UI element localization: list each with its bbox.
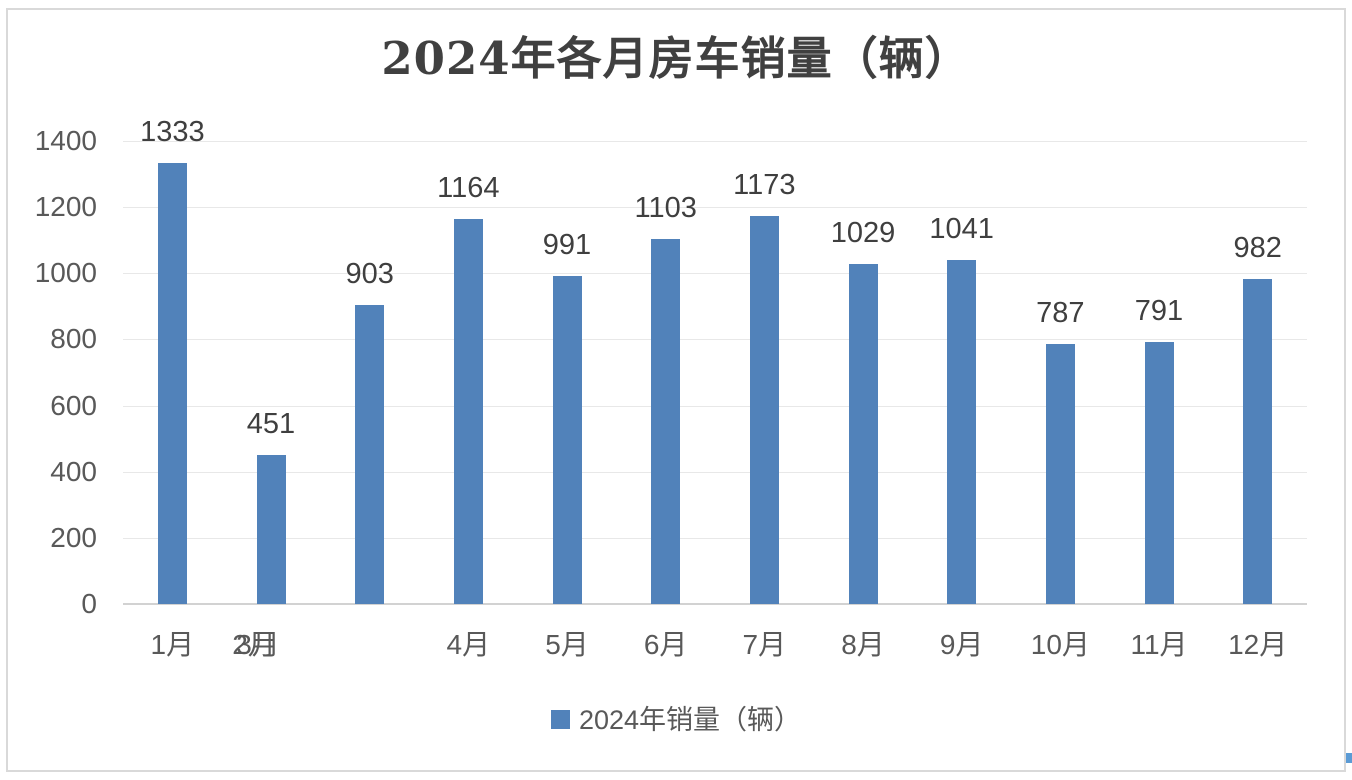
x-axis-category-label: 7月 — [742, 629, 787, 660]
x-axis-category-label: 8月 — [841, 629, 885, 660]
gridline — [123, 207, 1307, 209]
bar-value-label: 991 — [542, 229, 592, 262]
bar — [1243, 279, 1273, 604]
y-axis-tick-label: 1400 — [34, 125, 97, 156]
bar-value-label: 1103 — [634, 192, 697, 225]
bar-value-label: 1164 — [437, 172, 500, 205]
x-axis-category-label: 11月 — [1130, 629, 1188, 660]
bar — [749, 216, 779, 604]
y-axis-tick-label: 1000 — [34, 257, 97, 289]
y-axis-tick-label: 1200 — [34, 191, 97, 223]
x-axis-category-label: 5月 — [545, 629, 589, 660]
bar-value-label: 787 — [1036, 296, 1085, 329]
bar — [552, 276, 582, 604]
bar-value-label: 451 — [246, 407, 296, 440]
bar-value-label: 982 — [1233, 232, 1282, 265]
x-axis-category-label: 12月 — [1228, 629, 1288, 660]
bar-value-label: 1173 — [733, 169, 796, 202]
gridline — [123, 537, 1307, 539]
legend-marker-icon — [550, 710, 570, 729]
legend: 2024年销量（辆） — [0, 703, 1352, 737]
gridline — [123, 273, 1307, 275]
bar — [651, 239, 681, 604]
gridline — [123, 471, 1307, 473]
y-axis-tick-label: 400 — [50, 455, 97, 487]
bar — [453, 219, 483, 604]
x-axis-category-label: 9月 — [939, 629, 984, 660]
bar — [947, 259, 977, 604]
gridline — [123, 339, 1307, 341]
x-axis-category-label: 10月 — [1030, 629, 1090, 660]
x-axis-category-label: 1月 — [150, 629, 195, 660]
selection-handle-icon — [1346, 753, 1352, 763]
gridline — [123, 141, 1307, 142]
bar-value-label: 1333 — [140, 116, 205, 149]
x-axis-category-label: 3月 — [236, 629, 280, 660]
gridline — [123, 405, 1307, 407]
bar-value-label: 791 — [1134, 295, 1184, 328]
bar — [1144, 342, 1174, 604]
bar — [1045, 343, 1075, 604]
x-axis-line — [123, 603, 1307, 605]
chart-title: 2024年各月房车销量（辆） — [381, 32, 971, 85]
bar-value-label: 903 — [345, 258, 394, 291]
bar-value-label: 1041 — [929, 212, 994, 245]
bar — [848, 263, 878, 604]
y-axis-tick-label: 0 — [81, 588, 97, 619]
bar — [355, 305, 385, 604]
y-axis-tick-label: 200 — [50, 521, 97, 553]
x-axis-category-label: 6月 — [643, 629, 688, 660]
y-axis-tick-label: 800 — [50, 323, 97, 355]
bar-value-label: 1029 — [830, 216, 896, 249]
bar — [157, 163, 187, 604]
bar — [256, 454, 286, 604]
x-axis-category-label: 4月 — [446, 629, 491, 660]
x-axis-category-label: 2月 — [232, 629, 276, 660]
y-axis-tick-label: 600 — [50, 389, 97, 421]
legend-series-label: 2024年销量（辆） — [578, 705, 802, 735]
